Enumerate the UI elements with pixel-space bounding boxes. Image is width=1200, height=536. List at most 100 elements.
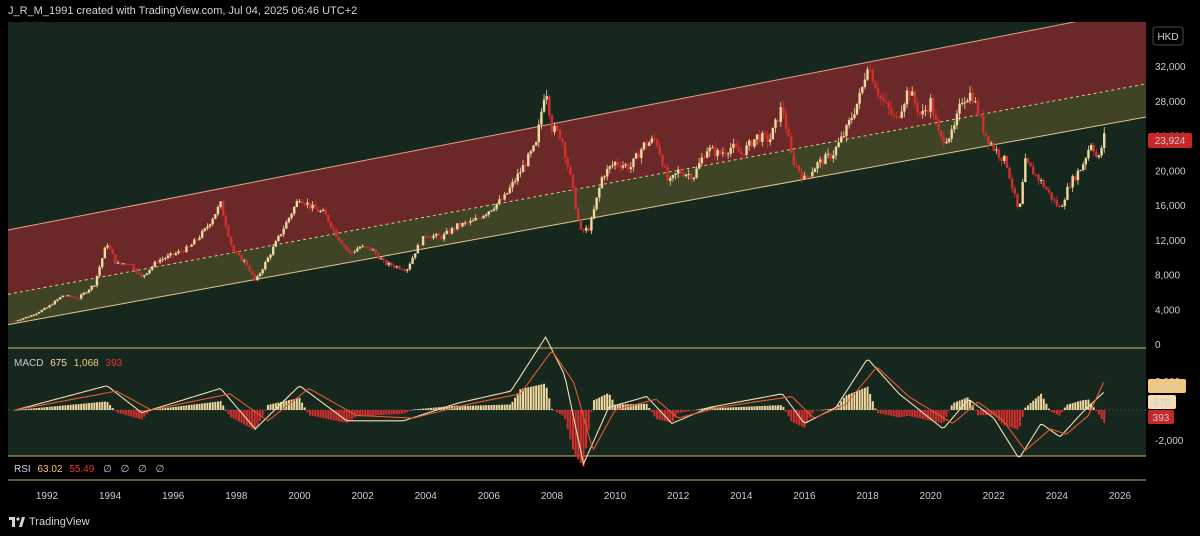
macd-hist-bar [1071,403,1074,410]
macd-hist-badge [1148,410,1174,424]
candle-body [337,236,341,241]
candle-body [116,262,120,264]
candle-body [937,119,940,131]
candle-body [293,206,296,214]
candle-body [566,158,569,167]
candle-body [913,91,917,103]
macd-hist-bar [545,387,548,410]
macd-hist-bar [603,394,606,410]
candle-body [127,264,130,266]
macd-hist-bar [51,406,54,410]
macd-hist-bar [240,410,243,424]
candle-body [850,118,853,121]
candle-body [674,173,677,176]
candle-body [285,221,288,229]
candle-body [408,263,412,270]
macd-hist-bar [995,410,998,418]
macd-hist-bar [934,410,937,422]
candle-body [43,308,46,310]
macd-hist-bar [1063,407,1066,410]
candle-body [1032,166,1035,175]
candle-body [77,298,80,300]
candle-body [595,197,598,210]
candle-body [350,252,354,254]
macd-hist-bar [432,407,435,410]
macd-hist-bar [1053,410,1056,414]
macd-hist-bar [548,398,551,410]
macd-hist-bar [1097,410,1100,416]
candle-body [658,145,661,155]
price-tick-label: 0 [1155,340,1161,351]
candle-body [164,258,167,260]
candle-body [364,246,367,248]
candle-body [845,125,848,137]
currency-badge[interactable] [1152,26,1184,46]
macd-hist-bar [929,410,932,421]
macd-hist-bar [382,410,385,415]
macd-legend: MACD 675 1,068 393 [14,358,123,369]
candle-body [600,177,604,189]
macd-hist-bar [990,410,993,416]
candle-body [311,204,314,209]
candle-body [258,273,262,277]
candle-body [461,222,464,227]
candle-body [516,173,519,182]
candle-body [37,312,41,314]
macd-hist-bar [1003,410,1006,426]
macd-hist-bar [1092,407,1095,410]
candle-body [1026,158,1030,163]
candle-body [719,150,722,154]
candle-body [203,228,206,231]
macd-hist-bar [172,407,175,410]
macd-hist-bar [306,410,309,413]
candle-body [295,201,299,207]
candle-body [1063,199,1066,206]
price-tick-label: 32,000 [1155,62,1186,73]
macd-hist-bar [143,410,146,417]
macd-hist-bar [619,404,622,410]
macd-hist-bar [735,407,738,410]
candle-body [61,295,64,298]
candle-body [506,193,509,195]
macd-hist-bar [372,410,375,416]
candle-body [411,257,414,264]
candle-body [321,210,325,212]
candle-body [779,107,782,122]
candle-body [316,208,320,212]
candlestick-series [14,61,1106,322]
macd-hist-bar [27,408,30,410]
macd-hist-bar [600,396,603,410]
candle-body [932,98,935,116]
macd-hist-bar [853,392,856,410]
tradingview-logo-icon [9,517,25,527]
candle-body [842,136,846,138]
macd-hist-bar [356,410,359,417]
candle-body [703,157,706,159]
candle-body [716,150,719,156]
macd-hist-bar [1016,410,1019,430]
candle-body [243,260,246,262]
macd-hist-bar [640,403,643,410]
macd-hist-bar [745,406,748,410]
price-tick-label: 20,000 [1155,166,1186,177]
time-tick-label: 1992 [36,491,59,502]
macd-hist-bar [816,410,819,411]
channel-lower-fill [8,83,1146,325]
macd-hist-bar [1005,410,1008,427]
time-tick-label: 2024 [1046,491,1069,502]
macd-hist-bar [716,407,719,410]
macd-hist-bar [369,410,372,416]
tradingview-brand[interactable]: TradingView [9,516,90,528]
macd-hist-bar [188,405,191,410]
candle-body [287,217,291,222]
candle-body [90,285,93,290]
candle-body [700,157,704,164]
chart-canvas[interactable]: 32,00028,00024,00020,00016,00012,0008,00… [0,22,1200,508]
price-tick-label: 28,000 [1155,97,1186,108]
macd-hist-bar [1013,410,1016,429]
candle-body [553,125,556,132]
macd-hist-bar [385,410,388,415]
candle-body [216,206,220,215]
candle-body [684,174,688,177]
macd-hist-bar [245,410,248,426]
